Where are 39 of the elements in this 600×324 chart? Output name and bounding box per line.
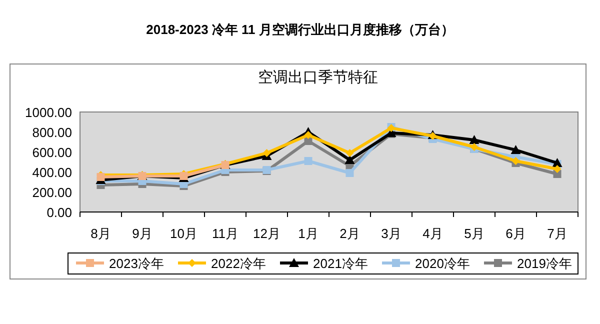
y-tick-label: 600.00 <box>32 145 72 160</box>
x-tick-label: 9月 <box>132 226 152 241</box>
x-tick-label: 1月 <box>298 226 318 241</box>
y-tick-label: 400.00 <box>32 165 72 180</box>
point <box>304 157 312 165</box>
point <box>344 155 355 164</box>
subtitle: 空调出口季节特征 <box>258 69 378 86</box>
legend-item: 2019冷年 <box>484 256 572 271</box>
legend-label: 2019冷年 <box>517 256 572 271</box>
y-tick-label: 0.00 <box>46 205 72 220</box>
legend-label: 2023冷年 <box>109 256 164 271</box>
x-tick-label: 7月 <box>547 226 568 241</box>
y-tick-label: 1000.00 <box>25 105 72 120</box>
point <box>304 131 312 139</box>
x-tick-label: 6月 <box>506 226 526 241</box>
x-tick-label: 12月 <box>253 226 280 241</box>
x-tick-label: 4月 <box>422 226 443 241</box>
point <box>346 149 354 157</box>
x-tick-label: 10月 <box>170 226 198 241</box>
legend-item: 2020冷年 <box>382 256 470 271</box>
x-tick-label: 5月 <box>464 226 484 241</box>
legend-item: 2022冷年 <box>178 256 266 271</box>
legend-label: 2022冷年 <box>211 256 266 271</box>
point <box>346 169 354 177</box>
point <box>469 135 480 144</box>
x-tick-label: 8月 <box>90 226 111 241</box>
point <box>553 165 562 173</box>
legend-item: 2023冷年 <box>76 256 164 271</box>
point <box>262 149 271 157</box>
x-tick-label: 3月 <box>381 226 402 241</box>
x-tick-label: 11月 <box>212 226 238 241</box>
legend-label: 2020冷年 <box>415 256 470 271</box>
legend-label: 2021冷年 <box>313 256 368 271</box>
title: 2018-2023 冷年 11 月空调行业出口月度推移（万台） <box>146 22 454 37</box>
y-tick-label: 200.00 <box>32 185 72 200</box>
point <box>510 145 521 154</box>
y-tick-label: 800.00 <box>32 125 72 140</box>
legend-item: 2021冷年 <box>280 256 368 271</box>
x-tick-label: 2月 <box>340 226 360 241</box>
